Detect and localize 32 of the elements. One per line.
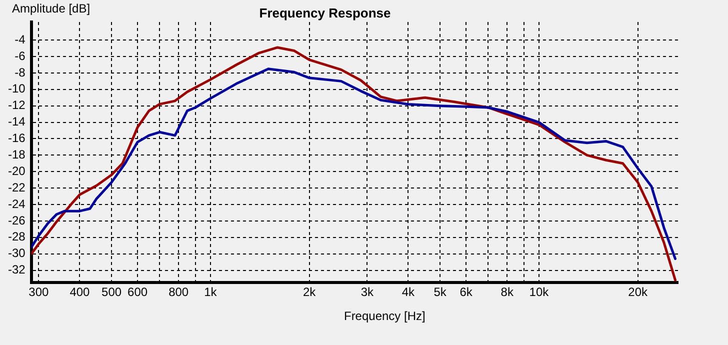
x-tick-label: 600 xyxy=(128,285,148,300)
x-tick-label: 300 xyxy=(28,285,49,300)
y-tick-label: -26 xyxy=(8,213,26,228)
x-tick-label: 8k xyxy=(500,285,514,300)
x-tick-label: 20k xyxy=(628,285,649,300)
x-tick-label: 400 xyxy=(70,285,90,300)
x-tick-label: 10k xyxy=(529,285,550,300)
chart-title: Frequency Response xyxy=(259,6,391,21)
y-tick-label: -8 xyxy=(14,65,26,80)
y-tick-label: -12 xyxy=(8,98,26,112)
x-axis-title: Frequency [Hz] xyxy=(344,308,426,323)
x-tick-label: 3k xyxy=(360,285,375,300)
y-tick-label: -24 xyxy=(8,196,26,211)
x-tick-label: 5k xyxy=(434,285,448,300)
x-tick-label: 500 xyxy=(102,285,122,300)
y-tick-label: -6 xyxy=(14,48,26,63)
y-tick-label: -32 xyxy=(8,262,26,277)
y-tick-label: -18 xyxy=(8,147,26,162)
y-tick-label: -16 xyxy=(8,131,26,146)
y-axis-title: Amplitude [dB] xyxy=(12,1,90,16)
y-tick-label: -4 xyxy=(14,32,26,46)
x-tick-label: 2k xyxy=(302,285,317,300)
y-tick-label: -30 xyxy=(8,246,26,260)
x-tick-label: 4k xyxy=(402,285,416,300)
x-tick-label: 1k xyxy=(204,285,218,300)
y-tick-label: -14 xyxy=(8,114,26,129)
y-tick-label: -28 xyxy=(8,230,26,244)
y-tick-label: -20 xyxy=(8,164,26,178)
y-tick-label: -22 xyxy=(8,180,26,194)
x-tick-label: 6k xyxy=(460,285,474,300)
x-tick-label: 800 xyxy=(168,285,189,300)
y-tick-label: -10 xyxy=(8,82,26,96)
